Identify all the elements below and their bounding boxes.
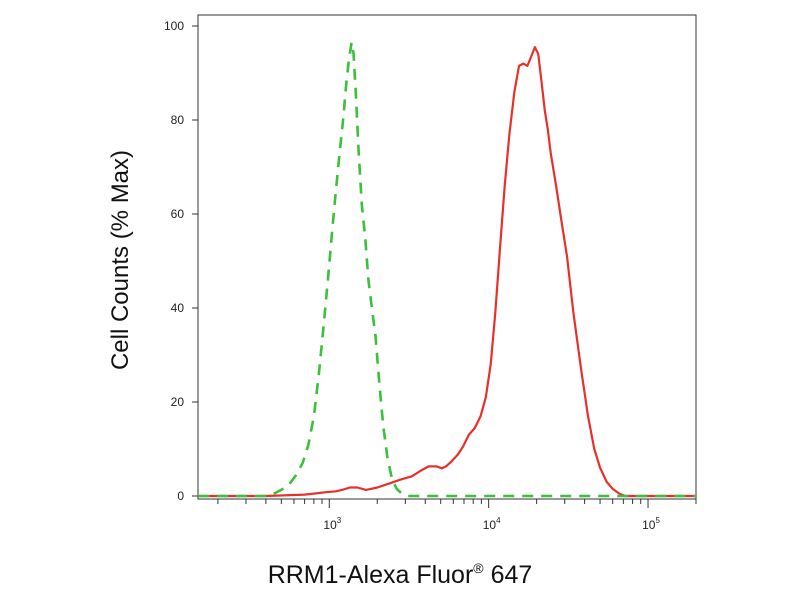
y-tick-label: 40 xyxy=(171,301,185,315)
y-tick-label: 60 xyxy=(171,207,185,221)
x-tick-base: 10 xyxy=(483,518,497,532)
x-axis-title-tail: 647 xyxy=(483,561,533,589)
registered-mark: ® xyxy=(473,560,484,576)
y-axis: 0 20 40 60 80 100 xyxy=(164,19,198,503)
y-tick-label: 80 xyxy=(171,113,185,127)
x-tick-exponent: 5 xyxy=(655,516,660,525)
x-tick-label: 105 xyxy=(642,516,660,532)
y-tick-label: 20 xyxy=(171,395,185,409)
x-tick-exponent: 4 xyxy=(496,516,501,525)
x-axis: 103 104 105 xyxy=(217,499,697,532)
x-tick-label: 103 xyxy=(323,516,341,532)
x-tick-base: 10 xyxy=(323,518,337,532)
y-tick-label: 0 xyxy=(177,489,184,503)
x-axis-title-main: RRM1-Alexa Fluor xyxy=(267,561,474,589)
y-tick-label: 100 xyxy=(164,19,184,33)
y-axis-title: Cell Counts (% Max) xyxy=(107,150,134,370)
series-line-dashed xyxy=(198,41,696,498)
x-axis-title: RRM1-Alexa Fluor® 647 xyxy=(0,560,800,590)
series-line-solid xyxy=(198,46,696,498)
series-layer xyxy=(198,41,696,498)
x-tick-exponent: 3 xyxy=(337,516,342,525)
x-tick-base: 10 xyxy=(642,518,656,532)
x-tick-label: 104 xyxy=(483,516,501,532)
plot-frame xyxy=(197,14,697,500)
